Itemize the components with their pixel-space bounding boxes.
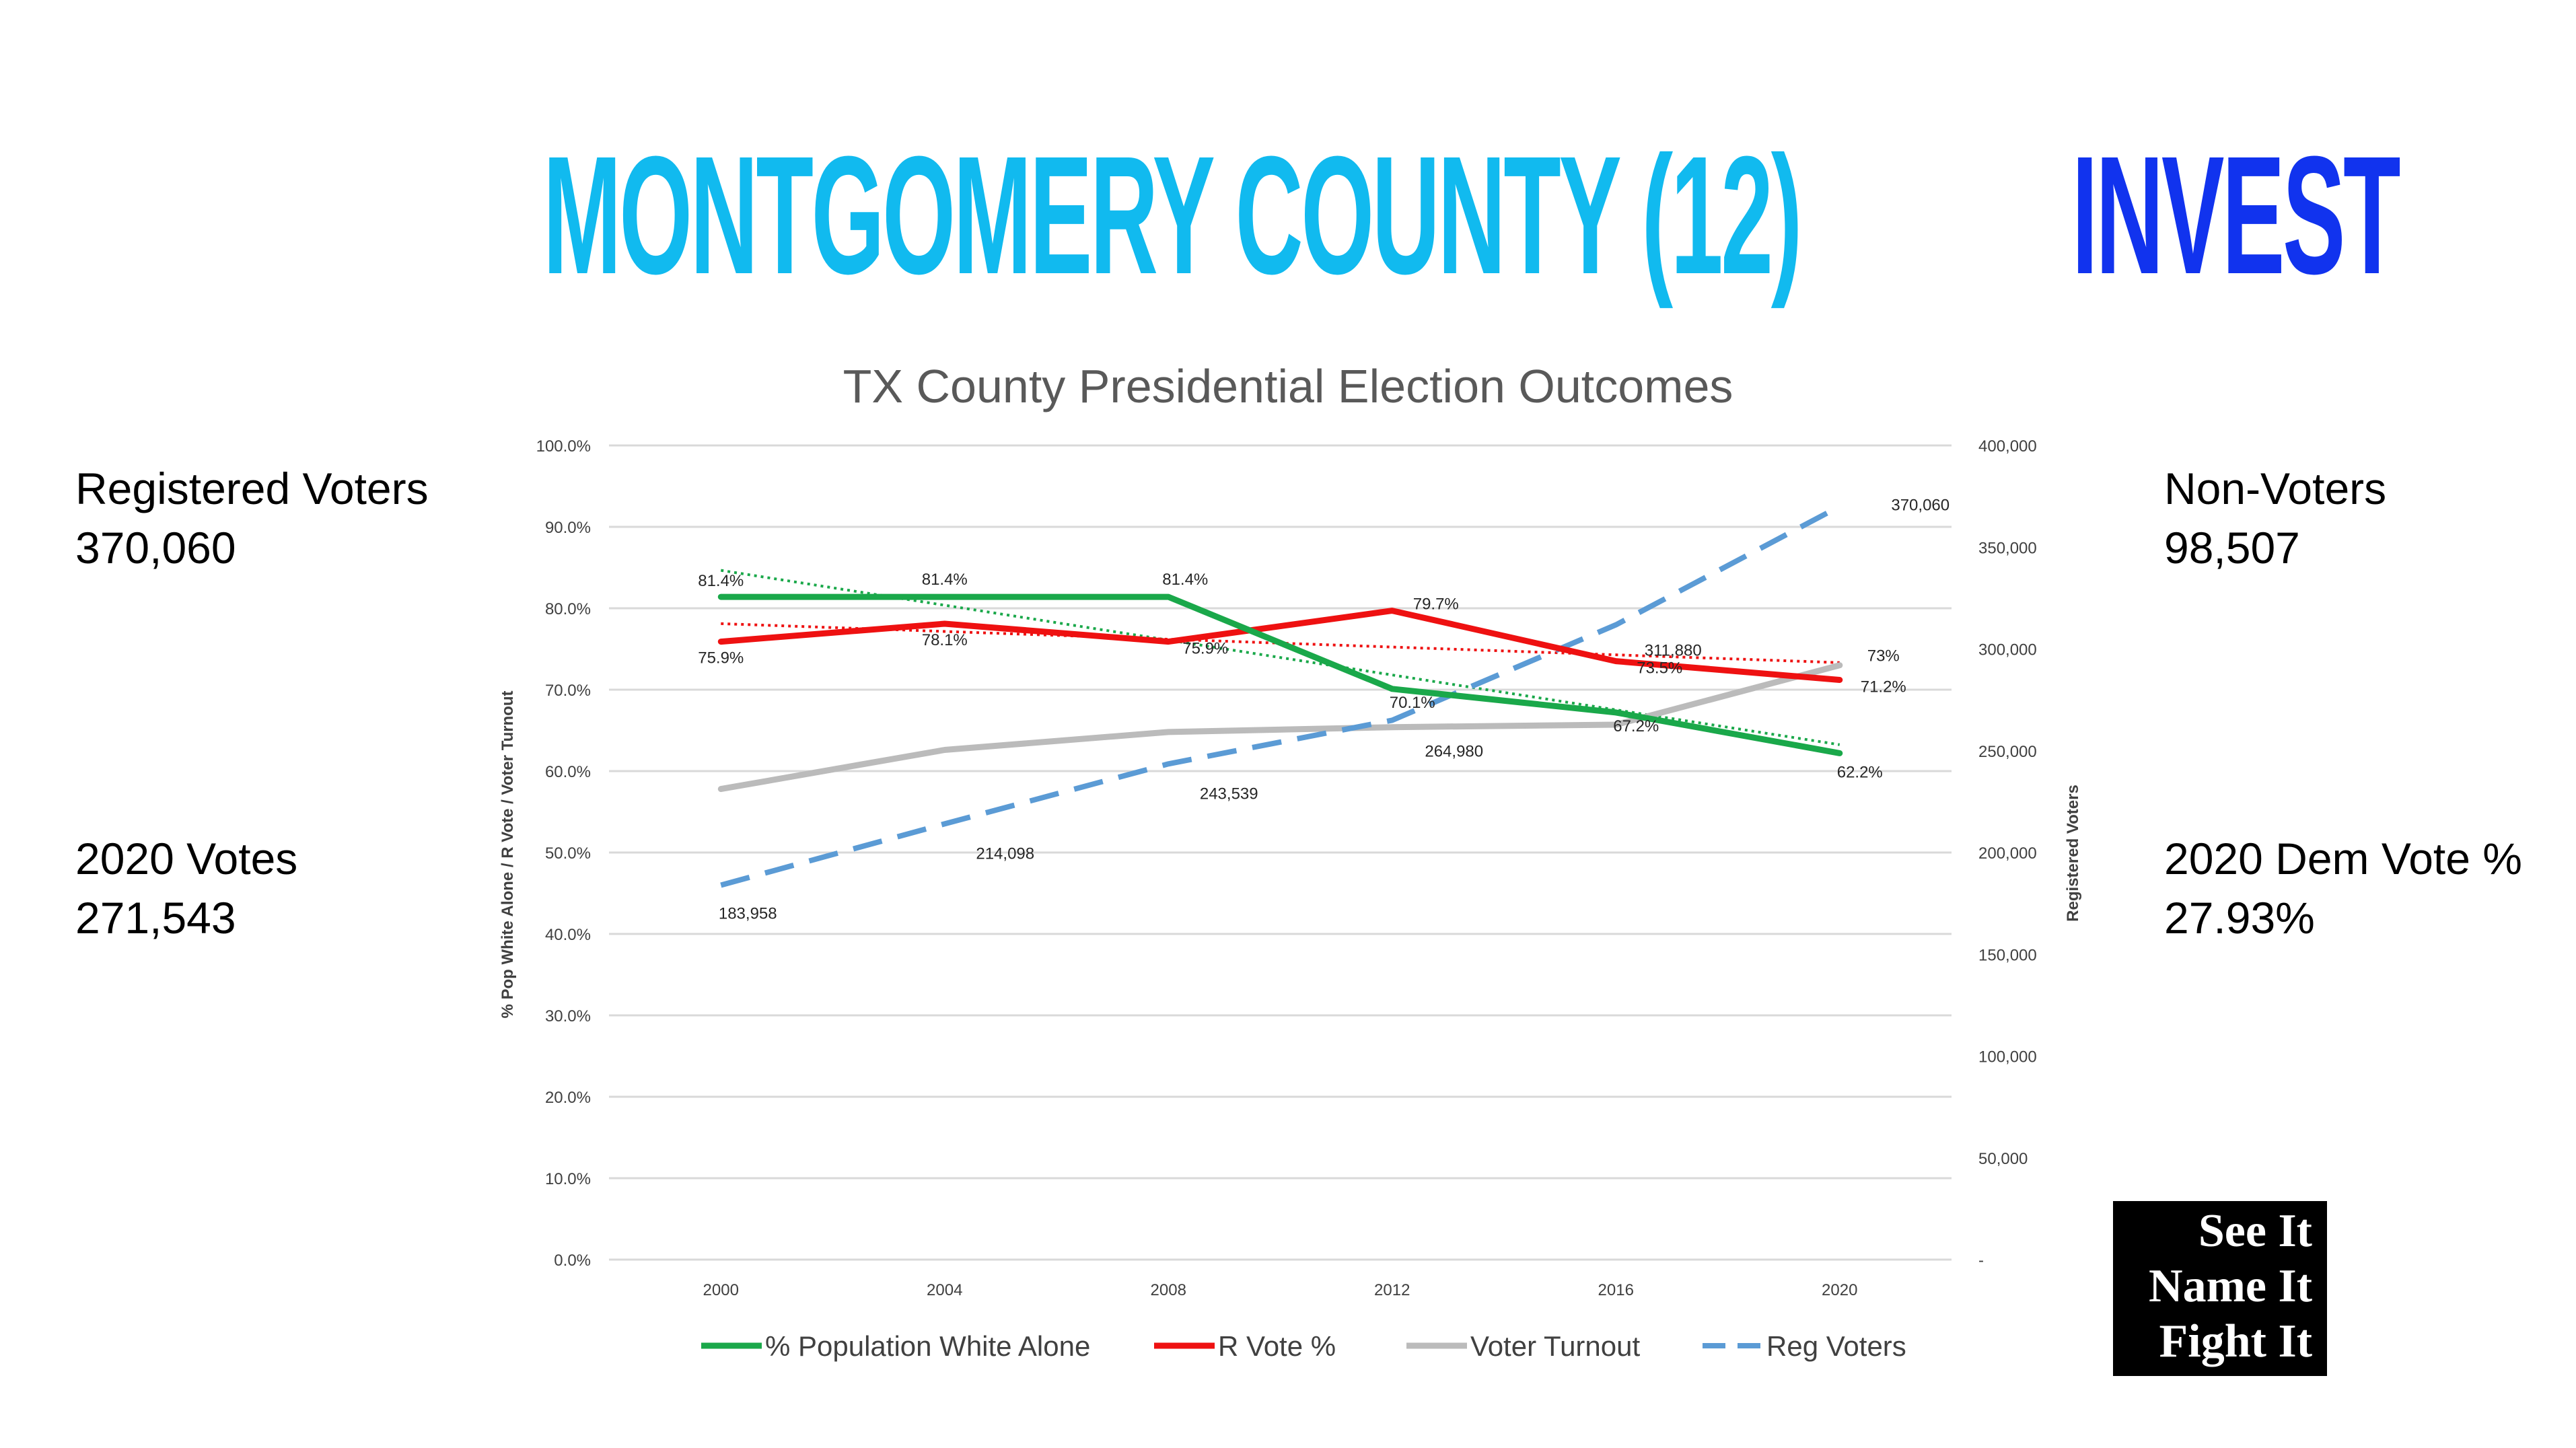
y-axis-label: % Pop White Alone / R Vote / Voter Turno…	[499, 690, 517, 1018]
y2-tick-label: 350,000	[1978, 539, 2037, 557]
y-tick-label: 80.0%	[545, 600, 591, 618]
data-label: 79.7%	[1413, 595, 1459, 614]
data-label: 73%	[1867, 647, 1900, 665]
chart-title: TX County Presidential Election Outcomes	[843, 360, 1733, 412]
x-tick-label: 2008	[1151, 1281, 1186, 1299]
stat-value: 370,060	[75, 523, 236, 573]
y2-tick-label: 50,000	[1978, 1150, 2028, 1168]
series-line-2	[717, 662, 1843, 793]
y-tick-label: 40.0%	[545, 926, 591, 944]
x-tick-label: 2016	[1598, 1281, 1634, 1299]
data-label: 370,060	[1891, 497, 1949, 515]
data-label: 75.9%	[1182, 640, 1228, 658]
y-tick-label: 50.0%	[545, 844, 591, 863]
y-tick-label: 10.0%	[545, 1170, 591, 1188]
series-line-3	[720, 504, 1841, 888]
x-tick-label: 2020	[1822, 1281, 1857, 1299]
y2-axis-label: Registered Voters	[2064, 785, 2082, 922]
data-label: 71.2%	[1861, 678, 1906, 696]
logo-line: Name It	[2149, 1260, 2312, 1312]
stat-label: 2020 Votes	[75, 834, 298, 883]
y-tick-label: 0.0%	[554, 1252, 591, 1270]
data-label: 81.4%	[698, 572, 744, 590]
page-headline: MONTGOMERY COUNTY (12) INVEST	[0, 131, 2576, 299]
data-label: 81.4%	[1162, 571, 1208, 589]
y2-tick-label: 200,000	[1978, 844, 2037, 863]
data-label: 243,539	[1200, 785, 1258, 803]
data-label: 78.1%	[922, 631, 968, 649]
legend-label: R Vote %	[1218, 1330, 1336, 1362]
gridlines	[609, 444, 1952, 1261]
stat-value: 271,543	[75, 893, 236, 943]
series-lines	[717, 504, 1843, 888]
data-label: 70.1%	[1390, 694, 1435, 712]
y2-tick-label: 100,000	[1978, 1048, 2037, 1066]
y-tick-label: 100.0%	[536, 437, 591, 456]
data-label: 311,880	[1645, 642, 1702, 660]
y2-tick-label: 250,000	[1978, 743, 2037, 761]
logo-line: Fight It	[2159, 1315, 2313, 1367]
data-labels: 81.4% 81.4% 81.4% 70.1% 67.2% 62.2% 75.9% 78.1%…	[698, 497, 1949, 923]
series-line-1	[717, 608, 1843, 683]
legend-label: % Population White Alone	[765, 1330, 1090, 1362]
y-tick-label: 70.0%	[545, 682, 591, 700]
data-label: 75.9%	[698, 649, 744, 667]
data-label: 62.2%	[1837, 763, 1883, 781]
y2-tick-label: 400,000	[1978, 437, 2037, 456]
data-label: 67.2%	[1613, 717, 1659, 735]
stat-value: 27.93%	[2164, 893, 2315, 943]
axes: 0.0% 10.0% 20.0% 30.0% 40.0% 50.0% 60.0% 70.0% 8…	[536, 437, 2037, 1299]
non-voters-stat: Non-Voters 98,507	[2164, 459, 2386, 577]
y-tick-label: 90.0%	[545, 519, 591, 537]
data-label: 214,098	[976, 844, 1034, 863]
series-line-0	[717, 593, 1843, 756]
headline-action: INVEST	[2072, 121, 2401, 309]
x-tick-label: 2012	[1374, 1281, 1410, 1299]
stat-value: 98,507	[2164, 523, 2300, 573]
data-label: 183,958	[719, 905, 777, 923]
y2-tick-label: -	[1978, 1252, 1984, 1270]
legend-label: Voter Turnout	[1470, 1330, 1640, 1362]
votes-2020-stat: 2020 Votes 271,543	[75, 829, 297, 947]
headline-county: MONTGOMERY COUNTY (12)	[542, 121, 1801, 309]
y-tick-label: 60.0%	[545, 763, 591, 781]
x-tick-label: 2004	[927, 1281, 962, 1299]
see-it-name-it-fight-it-logo: See It Name It Fight It	[2113, 1201, 2327, 1376]
legend: % Population White Alone R Vote % Voter Tu…	[701, 1330, 1906, 1362]
x-tick-label: 2000	[703, 1281, 739, 1299]
y2-tick-label: 300,000	[1978, 641, 2037, 659]
data-label: 81.4%	[922, 571, 968, 589]
data-label: 73.5%	[1637, 659, 1682, 678]
logo-line: See It	[2198, 1205, 2312, 1257]
y-tick-label: 20.0%	[545, 1089, 591, 1107]
dem-vote-2020-stat: 2020 Dem Vote % 27.93%	[2164, 829, 2522, 947]
legend-label: Reg Voters	[1766, 1330, 1906, 1362]
stat-label: Non-Voters	[2164, 464, 2387, 513]
stat-label: Registered Voters	[75, 464, 429, 513]
y-tick-label: 30.0%	[545, 1007, 591, 1025]
registered-voters-stat: Registered Voters 370,060	[75, 459, 429, 577]
data-label: 264,980	[1425, 742, 1483, 760]
y2-tick-label: 150,000	[1978, 946, 2037, 964]
stat-label: 2020 Dem Vote %	[2164, 834, 2522, 883]
